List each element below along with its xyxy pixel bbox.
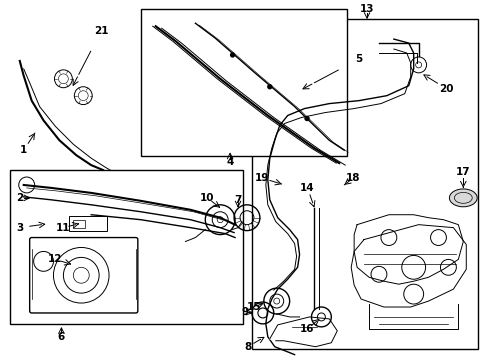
Text: 5: 5	[355, 54, 362, 64]
Text: 7: 7	[234, 195, 241, 205]
Bar	[141, 9, 346, 156]
Text: 3: 3	[16, 222, 23, 233]
Text: 9: 9	[241, 307, 248, 317]
Circle shape	[305, 117, 308, 121]
Text: 4: 4	[226, 157, 233, 167]
Text: 1: 1	[20, 145, 27, 155]
Text: 13: 13	[359, 4, 373, 14]
Text: 10: 10	[200, 193, 214, 203]
Text: 17: 17	[455, 167, 469, 177]
Polygon shape	[353, 215, 462, 284]
Text: 14: 14	[300, 183, 314, 193]
Text: 8: 8	[244, 342, 251, 352]
Text: 20: 20	[438, 84, 453, 94]
Text: 21: 21	[94, 26, 108, 36]
Bar	[10, 170, 243, 324]
Bar	[69, 216, 107, 231]
Ellipse shape	[448, 189, 476, 207]
Circle shape	[230, 53, 234, 57]
Bar	[251, 19, 477, 349]
Circle shape	[267, 85, 271, 89]
Text: 15: 15	[246, 302, 261, 312]
Text: 12: 12	[48, 255, 62, 264]
Text: 11: 11	[56, 222, 70, 233]
Bar	[73, 220, 85, 228]
Text: 18: 18	[345, 173, 360, 183]
Text: 2: 2	[16, 193, 23, 203]
Text: 16: 16	[300, 324, 314, 334]
Text: 6: 6	[58, 332, 65, 342]
Polygon shape	[350, 225, 466, 307]
Polygon shape	[269, 317, 337, 347]
Text: 19: 19	[254, 173, 268, 183]
